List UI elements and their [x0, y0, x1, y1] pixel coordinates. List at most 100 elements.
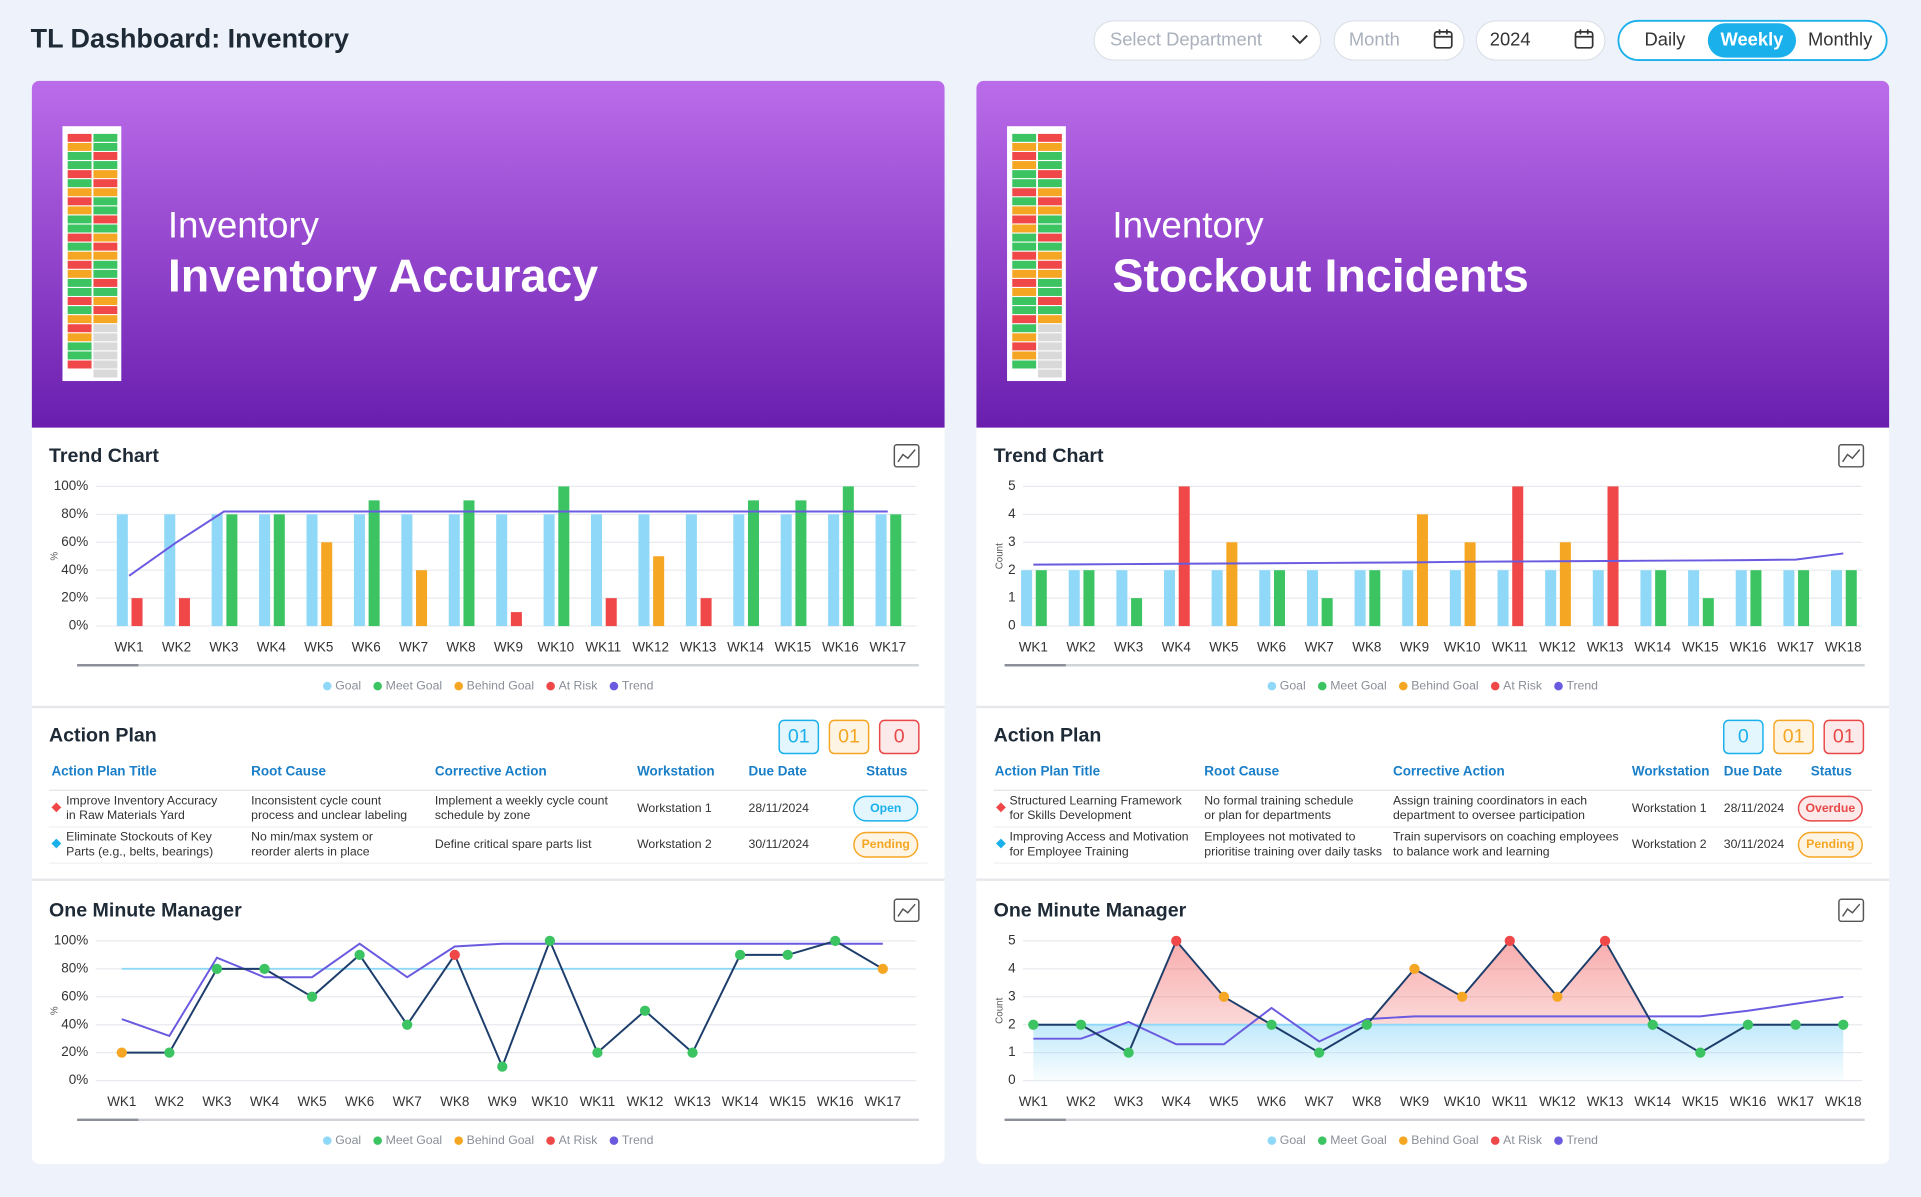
- thumbnail-cell: [67, 178, 93, 188]
- select-box[interactable]: [1093, 20, 1322, 61]
- y-axis-label: %: [50, 1006, 61, 1015]
- thumbnail-cell: [67, 296, 93, 306]
- department-select[interactable]: Select Department: [1093, 20, 1322, 61]
- thumbnail-cell: [1037, 214, 1063, 225]
- chart-icon[interactable]: [893, 898, 920, 923]
- icon-frame: [893, 444, 920, 468]
- bar: [1273, 570, 1286, 627]
- thumbnail-cell: [67, 160, 93, 170]
- actual-line: [1033, 939, 1844, 1055]
- x-tick-label: WK1: [107, 1094, 136, 1109]
- active-pill: [1707, 23, 1797, 58]
- month-box[interactable]: [1333, 20, 1465, 61]
- month-picker[interactable]: Month: [1333, 20, 1465, 61]
- thumbnail-cell: [67, 332, 93, 342]
- year-box[interactable]: [1475, 20, 1606, 61]
- point: [354, 949, 365, 961]
- x-tick-label: WK2: [162, 640, 191, 655]
- thumbnail-cell: [1011, 242, 1037, 252]
- bar: [605, 598, 617, 627]
- x-tick-label: WK10: [532, 1094, 569, 1109]
- cell-text: Assign training coordinators in each: [1393, 793, 1587, 807]
- bar: [1845, 570, 1857, 627]
- thumbnail-cell: [1037, 296, 1063, 306]
- year-picker[interactable]: 2024: [1475, 20, 1606, 61]
- period-option[interactable]: Monthly: [1808, 28, 1873, 49]
- x-tick-label: WK1: [1019, 640, 1048, 655]
- thumbnail-cell: [1037, 269, 1063, 279]
- y-axis-label: %: [50, 552, 61, 561]
- thumbnail-cell: [1037, 350, 1063, 361]
- bar: [1559, 542, 1571, 627]
- x-tick-label: WK8: [1352, 640, 1381, 655]
- x-tick-label: WK7: [393, 1094, 422, 1109]
- legend-label: Meet Goal: [386, 678, 443, 692]
- banner: [31, 80, 945, 428]
- cell-text: Workstation 1: [1632, 801, 1707, 815]
- legend-dot: [1267, 681, 1277, 691]
- thumbnail-cell: [92, 296, 118, 306]
- count-badge: [1823, 719, 1865, 755]
- bar: [1131, 598, 1143, 627]
- thumbnail-cell: [1037, 278, 1063, 288]
- bar: [1259, 570, 1271, 627]
- cell-text: Structured Learning Framework: [1010, 793, 1183, 807]
- bar: [1035, 570, 1047, 627]
- period-toggle[interactable]: Daily Weekly Monthly: [1617, 19, 1888, 61]
- x-tick-label: WK14: [722, 1094, 759, 1109]
- bar: [1512, 486, 1524, 627]
- thumbnail-cell: [92, 214, 118, 225]
- point: [1028, 1019, 1039, 1030]
- y-tick-label: 40%: [61, 1016, 88, 1031]
- y-tick-label: 4: [1008, 960, 1016, 975]
- priority-icon: [51, 802, 62, 813]
- period-option[interactable]: Weekly: [1720, 28, 1784, 49]
- x-tick-label: WK16: [1730, 640, 1767, 655]
- chart-icon[interactable]: [1838, 444, 1865, 468]
- point: [1838, 1019, 1849, 1030]
- bar: [496, 514, 508, 627]
- trend-line: [121, 942, 883, 1038]
- chart-icon[interactable]: [1838, 898, 1865, 923]
- thumbnail-cell: [92, 359, 118, 370]
- calendar-icon: [1574, 29, 1594, 49]
- thumbnail-cell: [67, 287, 93, 297]
- y-tick-label: 60%: [61, 988, 88, 1003]
- column-header: Status: [1811, 763, 1852, 778]
- thumbnail-cell: [1037, 368, 1063, 379]
- bar: [1164, 570, 1176, 627]
- thumbnail-cell: [67, 359, 93, 370]
- cell-text: 28/11/2024: [749, 801, 810, 815]
- risk-area: [1033, 940, 1844, 1025]
- bar: [1416, 514, 1428, 627]
- point: [782, 949, 793, 961]
- status-badge: [1797, 831, 1863, 858]
- point: [1504, 935, 1515, 947]
- x-tick-label: WK9: [1400, 1094, 1429, 1109]
- legend-label: Goal: [1280, 1133, 1306, 1147]
- bar: [273, 514, 285, 627]
- thumbnail-cell: [1011, 160, 1037, 170]
- column-header: Corrective Action: [1393, 763, 1505, 778]
- thumbnail-cell: [92, 305, 118, 315]
- bar: [401, 514, 413, 627]
- x-tick-label: WK4: [1162, 1094, 1192, 1109]
- cell-text: reorder alerts in place: [251, 844, 370, 858]
- chart-icon[interactable]: [893, 444, 920, 468]
- x-tick-label: WK10: [1444, 1094, 1481, 1109]
- bar: [116, 514, 128, 627]
- period-option[interactable]: Daily: [1645, 28, 1687, 49]
- legend-label: Trend: [622, 1133, 654, 1147]
- bar: [1178, 486, 1190, 627]
- point: [1123, 1047, 1134, 1058]
- cell-text: for Employee Training: [1010, 844, 1129, 858]
- bar: [1783, 570, 1795, 627]
- legend-label: Goal: [335, 678, 361, 692]
- y-tick-label: 20%: [61, 590, 88, 605]
- thumbnail-cell: [1011, 214, 1037, 225]
- thumbnail-cell: [1037, 187, 1063, 197]
- thumbnail-cell: [1011, 287, 1037, 297]
- x-tick-label: WK17: [869, 640, 906, 655]
- point: [1266, 1019, 1277, 1030]
- thumbnail-cell: [1011, 151, 1037, 161]
